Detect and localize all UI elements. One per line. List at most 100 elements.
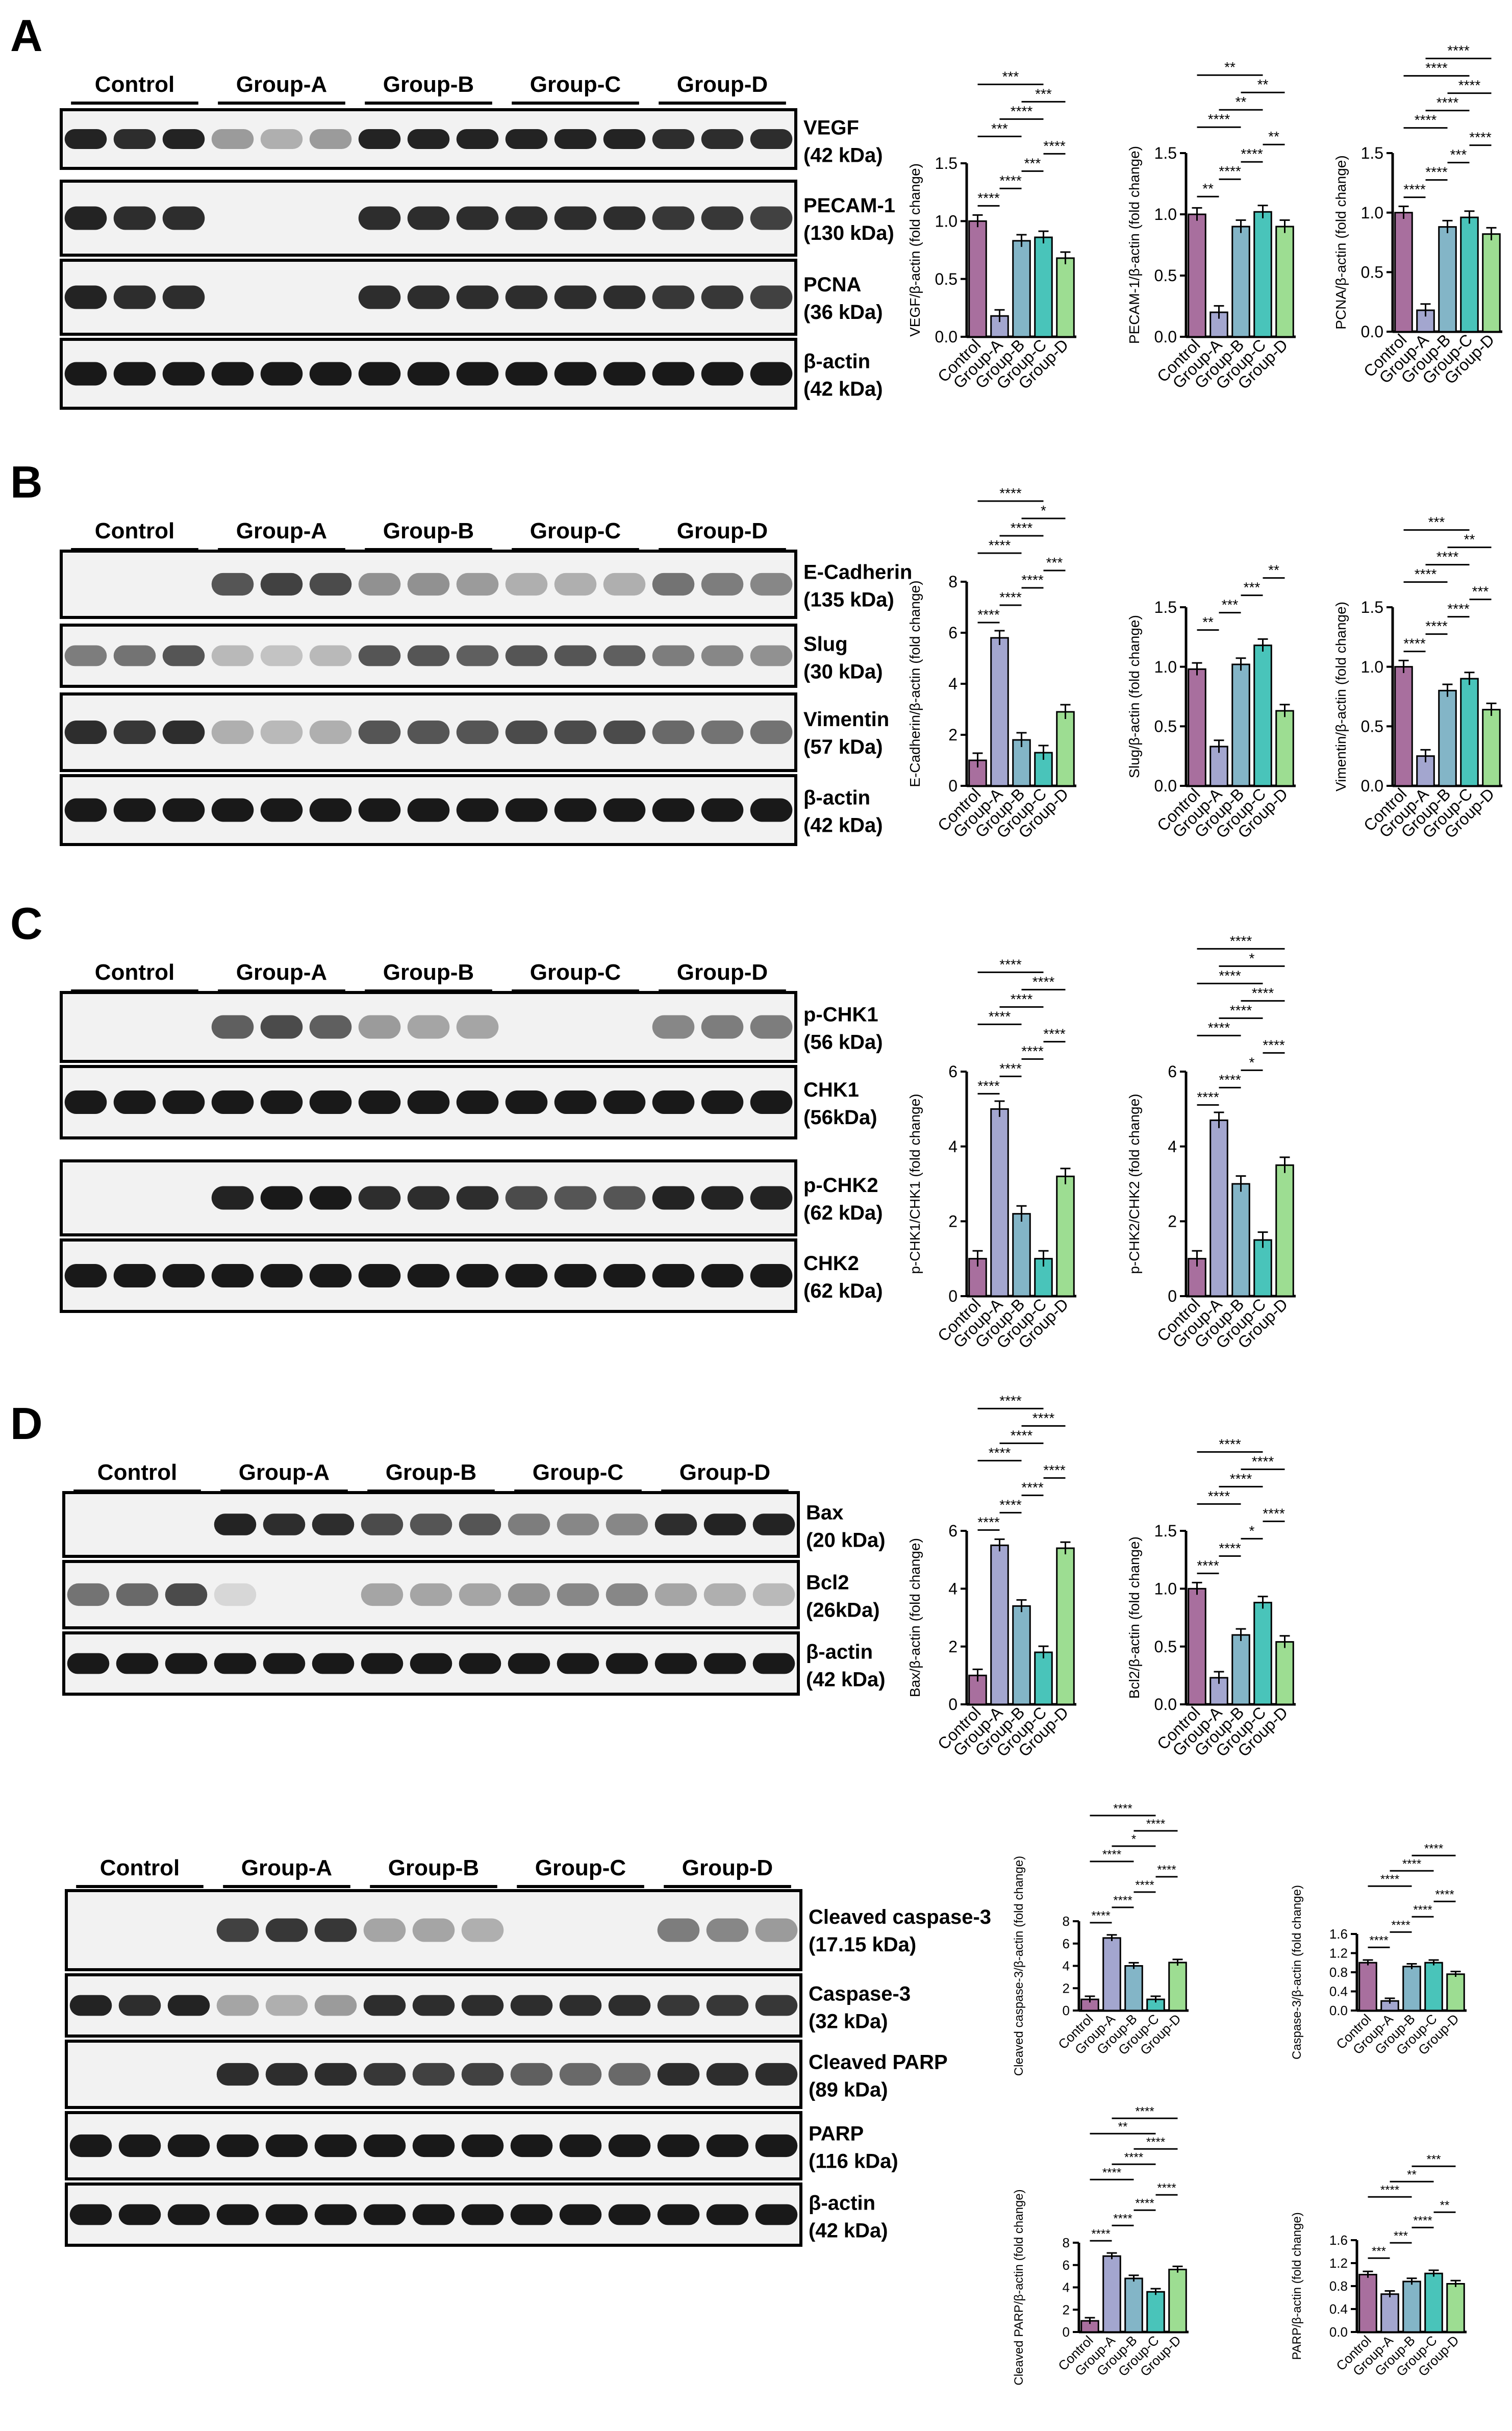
blot-band [603,206,646,230]
blot-strip: β-actin (42 kDa) [60,338,883,410]
sig-label: **** [1011,103,1033,119]
blot-band [363,2063,406,2086]
blot-band [162,645,205,666]
bar [1188,213,1206,338]
y-tick-label: 0.5 [1154,717,1177,736]
blot-strip: CHK1 (56kDa) [60,1065,877,1139]
blot-band [312,1514,355,1535]
sig-label: *** [1372,2244,1386,2258]
panel-D2-blots: Control Group-A Group-B Group-C Group-D Cleav… [65,1855,991,2247]
kda-label: (20 kDa) [806,1529,886,1552]
blot-band [554,285,597,309]
blot-band [358,1186,401,1210]
blot-band [554,798,597,822]
blot-band [701,362,744,386]
blot-band [456,206,499,230]
blot-band [654,1514,697,1535]
blot-band [412,1995,455,2016]
blot-band [407,129,450,150]
sig-label: **** [1380,1872,1399,1886]
blot-band [554,573,597,596]
blot-strip: p-CHK2 (62 kDa) [60,1159,883,1236]
blot-band [412,2204,455,2225]
y-tick-label: 4 [1063,2280,1070,2295]
blot-band [603,798,646,822]
y-tick-label: 1.2 [1329,2255,1348,2271]
bar [1124,1965,1143,2012]
bar [1482,233,1501,333]
sig-label: **** [1263,1037,1285,1053]
blot-band [755,2063,798,2086]
bar [1056,257,1075,338]
blot-band [361,1653,404,1674]
sig-label: **** [1043,1026,1066,1041]
kda-label: (62 kDa) [803,1280,883,1302]
y-tick-label: 0.0 [1329,2324,1348,2340]
blot-band [701,798,744,822]
blot-band [652,362,695,386]
blot-band [554,1186,597,1210]
y-tick-label: 2 [948,1212,957,1231]
sig-label: ** [1224,59,1236,75]
sig-label: **** [1447,43,1470,59]
blot-band [510,2204,553,2225]
y-tick-label: 0.4 [1329,2301,1348,2317]
sig-label: **** [1091,2227,1110,2241]
blot-band [113,1264,156,1287]
y-tick-label: 0.5 [935,270,957,288]
sig-label: **** [1043,138,1066,154]
bar [1188,1587,1206,1705]
sig-label: *** [1244,580,1261,596]
sig-label: **** [1146,2135,1165,2149]
blot-band [456,1264,499,1287]
sig-label: **** [1413,1903,1432,1917]
kda-label: (56 kDa) [803,1031,883,1054]
blot-band [652,1015,695,1039]
sig-label: **** [1102,2166,1121,2179]
y-tick-label: 0 [1063,2324,1070,2340]
y-tick-label: 6 [1168,1062,1177,1081]
sig-label: **** [1425,618,1448,634]
group-header: Group-A [236,960,327,985]
blot-band [505,1264,548,1287]
blot-strip: PCNA (36 kDa) [60,259,883,336]
kda-label: (57 kDa) [803,736,883,758]
blot-band [260,645,303,666]
y-axis-label: E-Cadherin/β-actin (fold change) [907,580,923,787]
blot-band [260,1186,303,1210]
bar [1380,2293,1399,2333]
bar [1168,1962,1187,2012]
y-tick-label: 0.0 [1329,2003,1348,2018]
blot-band [64,206,107,230]
kda-label: (42 kDa) [809,2219,888,2242]
y-tick-label: 0.0 [1154,328,1177,346]
blot-band [603,573,646,596]
blot-band [461,2204,504,2225]
blot-band [603,1264,646,1287]
sig-label: *** [1450,147,1467,163]
sig-label: * [1249,1523,1255,1539]
sig-label: **** [1102,1848,1121,1862]
blot-band [67,1653,110,1674]
bar [1056,1547,1075,1705]
y-tick-label: 1.5 [1154,1522,1177,1540]
kda-label: (32 kDa) [809,2010,888,2032]
blot-band [755,2134,798,2157]
blot-band [701,285,744,309]
y-tick-label: 1.5 [1361,598,1383,616]
blot-band [750,798,793,822]
blot-band [64,285,107,309]
blot-band [657,1995,700,2016]
sig-label: **** [1230,1002,1252,1018]
sig-label: **** [1157,2181,1176,2195]
blot-band [69,1995,112,2016]
group-header: Group-B [383,960,474,985]
protein-label: p-CHK1 [803,1004,878,1026]
y-tick-label: 1.6 [1329,2232,1348,2248]
sig-label: **** [977,607,1000,623]
blot-band [64,362,107,386]
blot-band [461,1995,504,2016]
y-tick-label: 1.0 [1361,658,1383,676]
protein-label: CHK2 [803,1252,859,1275]
protein-label: Cleaved caspase-3 [809,1906,991,1928]
